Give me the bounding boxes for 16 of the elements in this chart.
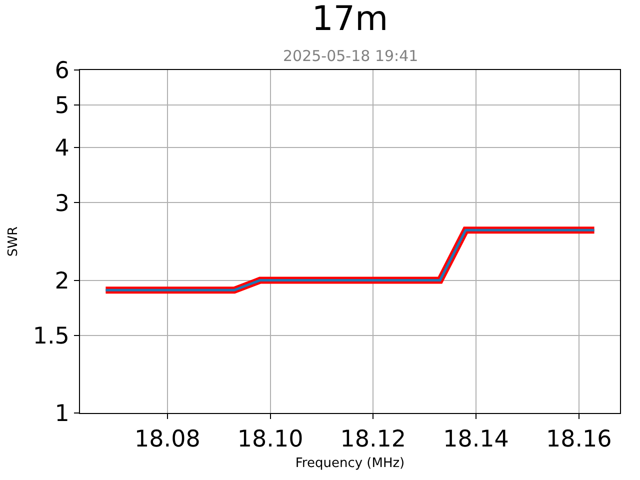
- y-axis-title: SWR: [6, 226, 21, 257]
- x-tick-label: 18.16: [546, 426, 612, 453]
- chart-subtitle: 2025-05-18 19:41: [283, 47, 418, 65]
- y-tick-label: 1: [54, 401, 70, 428]
- y-tick-label: 1.5: [32, 323, 70, 350]
- y-tick-label: 6: [54, 58, 70, 84]
- y-tick-label: 2: [54, 268, 70, 294]
- x-tick-label: 18.08: [134, 426, 200, 453]
- x-axis-title: Frequency (MHz): [295, 456, 405, 472]
- x-tick-label: 18.14: [443, 426, 509, 453]
- y-tick-label: 5: [54, 92, 70, 119]
- y-tick-label: 3: [54, 190, 70, 217]
- chart-title: 17m: [312, 0, 388, 39]
- y-tick-label: 4: [54, 136, 70, 162]
- x-tick-label: 18.10: [237, 426, 304, 453]
- x-tick-label: 18.12: [340, 426, 406, 453]
